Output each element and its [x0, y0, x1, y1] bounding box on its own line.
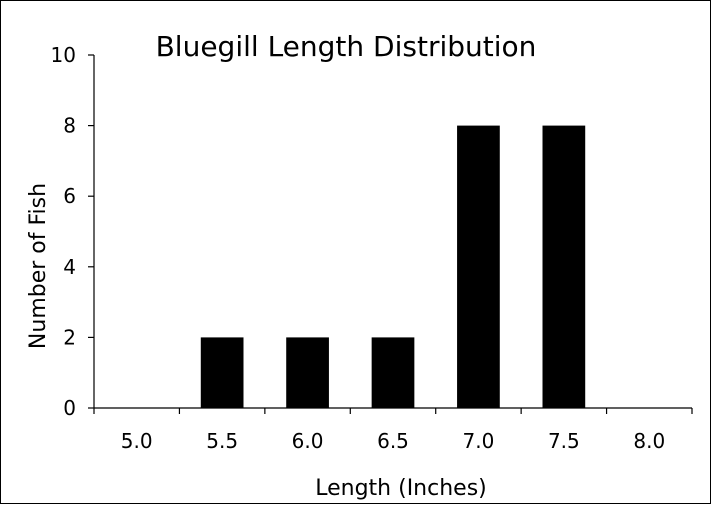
x-tick-label: 7.0 — [463, 429, 495, 453]
y-tick-label: 8 — [63, 114, 76, 138]
y-tick-label: 2 — [63, 325, 76, 349]
bar-5.5 — [200, 337, 244, 408]
chart-title: Bluegill Length Distribution — [156, 30, 537, 63]
x-tick-label: 8.0 — [633, 429, 665, 453]
bar-6.5 — [371, 337, 415, 408]
x-tick-label: 6.0 — [292, 429, 324, 453]
y-tick-label: 0 — [63, 396, 76, 420]
bar-7.5 — [542, 125, 586, 408]
x-axis-label: Length (Inches) — [315, 476, 487, 501]
y-tick-label: 6 — [63, 184, 76, 208]
y-tick-label: 4 — [63, 255, 76, 279]
x-tick-label: 5.5 — [206, 429, 238, 453]
x-tick-label: 7.5 — [548, 429, 580, 453]
y-axis-label: Number of Fish — [26, 183, 51, 349]
bar-7.0 — [457, 125, 500, 408]
x-tick-label: 6.5 — [377, 429, 409, 453]
y-tick-label: 10 — [51, 43, 76, 67]
x-tick-label: 5.0 — [121, 429, 153, 453]
plot-area: 0 2 4 6 8 10 5.0 5.5 6.0 6.5 7.0 7.5 8.0 — [51, 43, 693, 453]
bar-6.0 — [286, 337, 329, 408]
